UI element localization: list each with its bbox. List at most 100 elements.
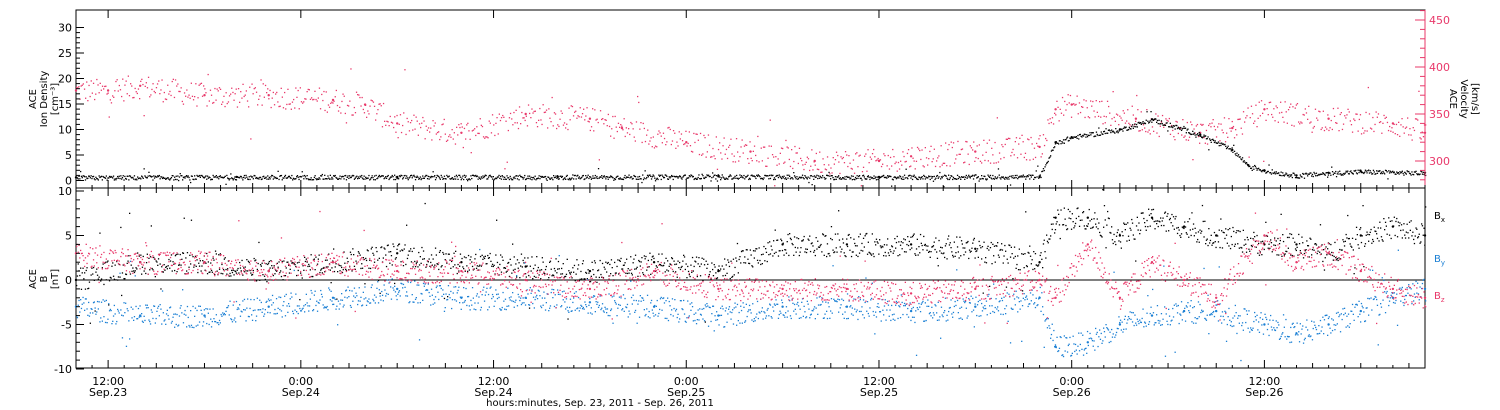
data-point-bx — [246, 259, 248, 261]
data-point-density — [1384, 169, 1387, 171]
data-point-density — [732, 177, 735, 179]
data-point-density — [1216, 142, 1218, 144]
data-point-velocity — [1256, 126, 1258, 128]
data-point-density — [1205, 138, 1208, 140]
data-point-velocity — [149, 96, 151, 98]
data-point-density — [265, 176, 267, 178]
data-point-bx — [928, 250, 931, 253]
data-point-density — [309, 179, 311, 181]
data-point-density — [769, 177, 772, 180]
data-point-bx — [1038, 264, 1040, 266]
data-point-density — [1339, 173, 1342, 175]
data-point-density — [917, 178, 919, 181]
data-point-by — [261, 311, 263, 313]
data-point-velocity — [996, 117, 998, 119]
data-point-density — [260, 178, 262, 181]
data-point-velocity — [631, 123, 633, 125]
data-point-density — [1201, 136, 1203, 138]
data-point-bx — [373, 254, 375, 256]
data-point-velocity — [1170, 124, 1173, 127]
data-point-density — [1332, 173, 1334, 176]
data-point-density — [828, 171, 830, 174]
data-point-density — [868, 176, 870, 178]
data-point-bx — [752, 266, 754, 268]
data-point-velocity — [868, 162, 870, 164]
data-point-bx — [946, 258, 948, 260]
data-point-bx — [696, 275, 698, 278]
data-point-velocity — [273, 104, 276, 106]
data-point-density — [1254, 165, 1257, 168]
data-point-bx — [253, 257, 255, 260]
data-point-bx — [968, 249, 971, 251]
data-point-density — [1299, 174, 1301, 176]
data-point-bx — [1408, 221, 1411, 223]
data-point-bx — [195, 265, 197, 267]
data-point-velocity — [1310, 121, 1312, 123]
data-point-bx — [1024, 253, 1026, 255]
data-point-velocity — [1007, 137, 1010, 139]
data-point-bx — [1340, 249, 1342, 251]
data-point-bx — [597, 269, 600, 271]
data-point-density — [1122, 130, 1124, 132]
data-point-density — [489, 174, 491, 176]
data-point-bx — [953, 241, 955, 243]
data-point-density — [80, 170, 82, 173]
data-point-bx — [894, 238, 896, 240]
data-point-density — [463, 174, 466, 176]
data-point-bx — [168, 258, 170, 261]
data-point-bx — [1368, 234, 1371, 236]
data-point-density — [786, 174, 788, 176]
data-point-bx — [1270, 239, 1272, 241]
data-point-density — [1281, 175, 1283, 177]
data-point-velocity — [968, 163, 970, 166]
data-point-velocity — [746, 144, 748, 146]
data-point-bx — [368, 267, 370, 269]
data-point-density — [653, 175, 655, 177]
data-point-bx — [1089, 220, 1091, 222]
data-point-density — [561, 176, 563, 178]
data-point-bx — [893, 250, 895, 252]
data-point-density — [1211, 139, 1213, 141]
data-point-density — [944, 175, 947, 177]
data-point-bx — [248, 261, 250, 264]
data-point-by — [242, 300, 244, 302]
data-point-velocity — [373, 105, 376, 107]
data-point-density — [271, 174, 273, 177]
data-point-density — [628, 174, 630, 176]
data-point-bx — [1002, 262, 1004, 264]
data-point-density — [781, 175, 784, 178]
data-point-bx — [80, 267, 82, 269]
data-point-velocity — [1259, 115, 1261, 117]
data-point-velocity — [79, 98, 81, 100]
data-point-velocity — [721, 158, 723, 160]
data-point-density — [1270, 172, 1272, 174]
data-point-velocity — [712, 147, 714, 150]
data-point-bx — [270, 260, 272, 262]
data-point-velocity — [179, 90, 181, 93]
data-point-density — [429, 176, 431, 178]
data-point-bx — [1292, 237, 1294, 239]
data-point-density — [430, 177, 432, 179]
data-point-bx — [327, 266, 329, 268]
data-point-velocity — [804, 163, 806, 165]
data-point-density — [1058, 143, 1060, 145]
data-point-density — [1191, 133, 1193, 135]
data-point-by — [272, 302, 274, 304]
data-point-density — [272, 178, 274, 180]
data-point-density — [491, 176, 493, 178]
data-point-bx — [665, 257, 667, 259]
data-point-velocity — [902, 151, 904, 153]
data-point-density — [773, 178, 775, 181]
data-point-density — [881, 175, 883, 178]
data-point-velocity — [471, 130, 473, 132]
data-point-density — [1268, 164, 1270, 166]
data-point-bx — [210, 262, 212, 264]
data-point-velocity — [307, 88, 309, 91]
data-point-density — [1073, 136, 1075, 138]
data-point-density — [1164, 124, 1166, 126]
data-point-bx — [1244, 239, 1246, 241]
data-point-density — [1009, 184, 1012, 186]
data-point-bx — [1327, 248, 1329, 250]
data-point-density — [860, 177, 862, 179]
data-point-density — [495, 177, 497, 179]
